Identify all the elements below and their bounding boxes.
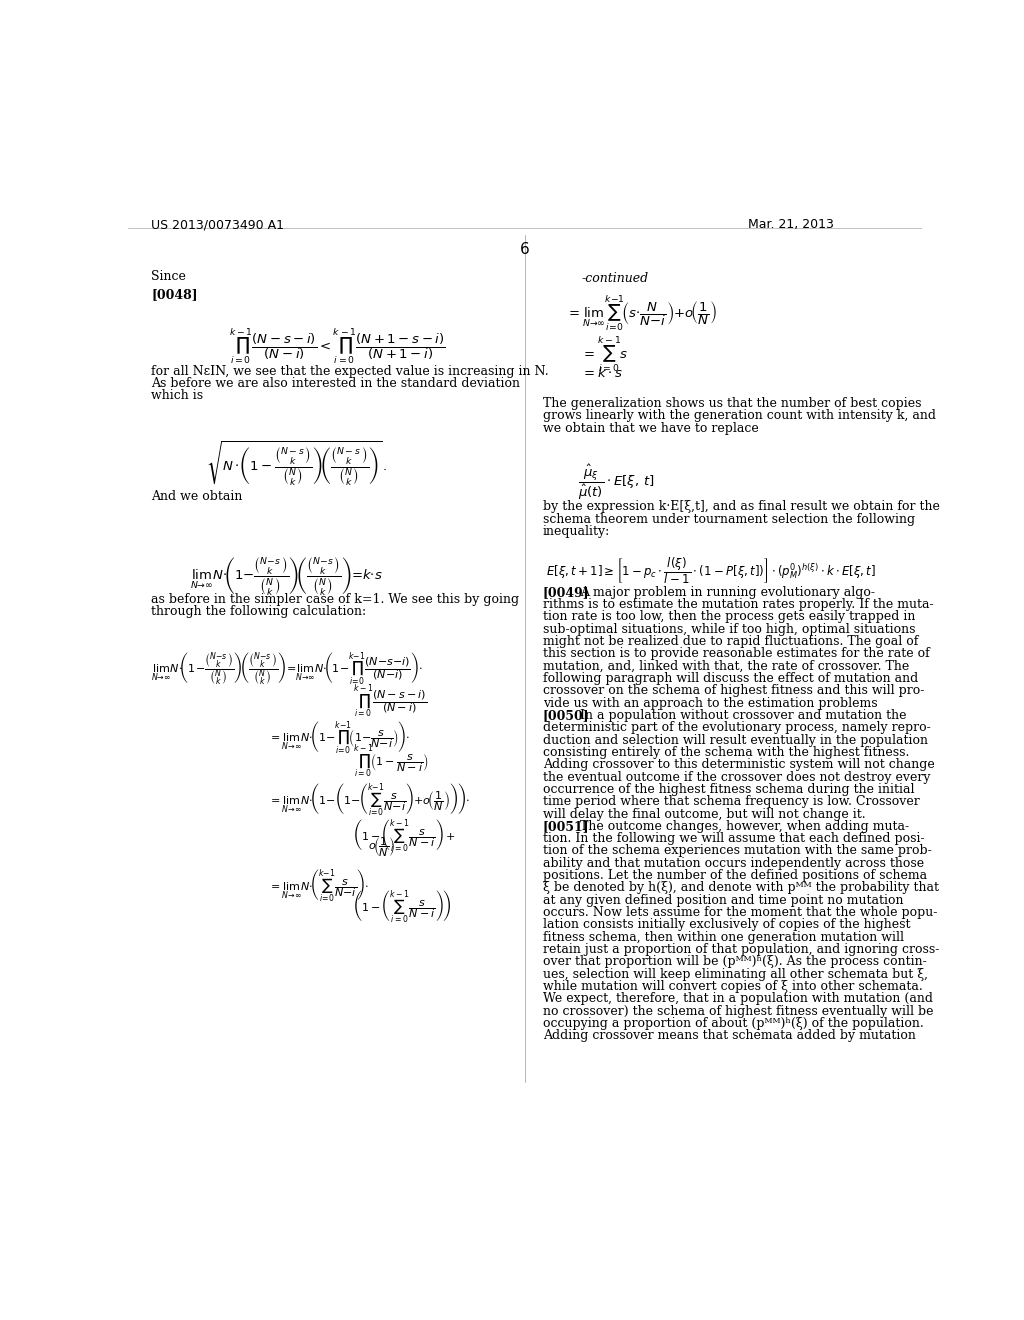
Text: over that proportion will be (pᴹᴹ)ʰ(ξ). As the process contin-: over that proportion will be (pᴹᴹ)ʰ(ξ). … <box>543 956 927 969</box>
Text: ξ be denoted by h(ξ), and denote with pᴹᴹ the probability that: ξ be denoted by h(ξ), and denote with pᴹ… <box>543 882 939 895</box>
Text: $= \lim_{N\to\infty} N\cdot\!\left(1-\left(1-\left(\sum_{i=0}^{k-1}\dfrac{s}{N-i: $= \lim_{N\to\infty} N\cdot\!\left(1-\le… <box>267 780 469 817</box>
Text: time period where that schema frequency is low. Crossover: time period where that schema frequency … <box>543 795 920 808</box>
Text: $\dfrac{\hat{\mu}_\xi}{\hat{\mu}(t)} \cdot E[\xi,\,t]$: $\dfrac{\hat{\mu}_\xi}{\hat{\mu}(t)} \cd… <box>578 462 654 502</box>
Text: deterministic part of the evolutionary process, namely repro-: deterministic part of the evolutionary p… <box>543 721 931 734</box>
Text: $= \lim_{N\to\infty} \sum_{i=0}^{k-1}\!\left(s\cdot\dfrac{N}{N-i}\right)+o\!\lef: $= \lim_{N\to\infty} \sum_{i=0}^{k-1}\!\… <box>566 293 717 333</box>
Text: [0050]: [0050] <box>543 709 589 722</box>
Text: -continued: -continued <box>582 272 648 285</box>
Text: inequality:: inequality: <box>543 525 610 539</box>
Text: positions. Let the number of the defined positions of schema: positions. Let the number of the defined… <box>543 869 927 882</box>
Text: Mar. 21, 2013: Mar. 21, 2013 <box>748 218 834 231</box>
Text: As before we are also interested in the standard deviation: As before we are also interested in the … <box>152 378 520 391</box>
Text: following paragraph will discuss the effect of mutation and: following paragraph will discuss the eff… <box>543 672 918 685</box>
Text: $\lim_{N\to\infty} N\cdot\!\left(1-\dfrac{\binom{N-s}{k}}{\binom{N}{k}}\right)\!: $\lim_{N\to\infty} N\cdot\!\left(1-\dfra… <box>152 649 423 686</box>
Text: occupying a proportion of about (pᴹᴹ)ʰ(ξ) of the population.: occupying a proportion of about (pᴹᴹ)ʰ(ξ… <box>543 1016 924 1030</box>
Text: $\prod_{i=0}^{k-1}\!\left(1-\dfrac{s}{N-i}\right)$: $\prod_{i=0}^{k-1}\!\left(1-\dfrac{s}{N-… <box>352 743 428 780</box>
Text: which is: which is <box>152 388 204 401</box>
Text: Since: Since <box>152 271 186 282</box>
Text: US 2013/0073490 A1: US 2013/0073490 A1 <box>152 218 285 231</box>
Text: as before in the simpler case of k=1. We see this by going: as before in the simpler case of k=1. We… <box>152 594 519 606</box>
Text: 6: 6 <box>520 242 529 256</box>
Text: might not be realized due to rapid fluctuations. The goal of: might not be realized due to rapid fluct… <box>543 635 918 648</box>
Text: $E[\xi,t+1] \geq \left[1-p_c\cdot\dfrac{l(\xi)}{l-1}\cdot(1-P[\xi,t])\right]\cdo: $E[\xi,t+1] \geq \left[1-p_c\cdot\dfrac{… <box>547 554 877 586</box>
Text: [0051]: [0051] <box>543 820 589 833</box>
Text: duction and selection will result eventually in the population: duction and selection will result eventu… <box>543 734 928 747</box>
Text: we obtain that we have to replace: we obtain that we have to replace <box>543 422 759 434</box>
Text: the eventual outcome if the crossover does not destroy every: the eventual outcome if the crossover do… <box>543 771 930 784</box>
Text: vide us with an approach to the estimation problems: vide us with an approach to the estimati… <box>543 697 878 710</box>
Text: [0049]: [0049] <box>543 586 589 599</box>
Text: will delay the final outcome, but will not change it.: will delay the final outcome, but will n… <box>543 808 865 821</box>
Text: $o\!\left(\dfrac{1}{N}\right)$: $o\!\left(\dfrac{1}{N}\right)$ <box>369 836 395 859</box>
Text: schema theorem under tournament selection the following: schema theorem under tournament selectio… <box>543 512 914 525</box>
Text: lation consists initially exclusively of copies of the highest: lation consists initially exclusively of… <box>543 919 910 932</box>
Text: The generalization shows us that the number of best copies: The generalization shows us that the num… <box>543 397 922 411</box>
Text: And we obtain: And we obtain <box>152 490 243 503</box>
Text: occurrence of the highest fitness schema during the initial: occurrence of the highest fitness schema… <box>543 783 914 796</box>
Text: We expect, therefore, that in a population with mutation (and: We expect, therefore, that in a populati… <box>543 993 933 1006</box>
Text: $= k\cdot s$: $= k\cdot s$ <box>582 367 624 380</box>
Text: Adding crossover to this deterministic system will not change: Adding crossover to this deterministic s… <box>543 758 934 771</box>
Text: fitness schema, then within one generation mutation will: fitness schema, then within one generati… <box>543 931 903 944</box>
Text: while mutation will convert copies of ξ into other schemata.: while mutation will convert copies of ξ … <box>543 979 923 993</box>
Text: [0048]: [0048] <box>152 288 198 301</box>
Text: tion. In the following we will assume that each defined posi-: tion. In the following we will assume th… <box>543 832 925 845</box>
Text: consisting entirely of the schema with the highest fitness.: consisting entirely of the schema with t… <box>543 746 909 759</box>
Text: $= \lim_{N\to\infty} N\cdot\!\left(\sum_{i=0}^{k-1}\dfrac{s}{N-i}\right)\cdot$: $= \lim_{N\to\infty} N\cdot\!\left(\sum_… <box>267 867 368 903</box>
Text: $\sqrt{N\cdot\!\left(1-\dfrac{\binom{N-s}{k}}{\binom{N}{k}}\right)\!\left(\dfrac: $\sqrt{N\cdot\!\left(1-\dfrac{\binom{N-s… <box>206 440 387 488</box>
Text: Adding crossover means that schemata added by mutation: Adding crossover means that schemata add… <box>543 1030 915 1043</box>
Text: sub-optimal situations, while if too high, optimal situations: sub-optimal situations, while if too hig… <box>543 623 915 636</box>
Text: tion of the schema experiences mutation with the same prob-: tion of the schema experiences mutation … <box>543 845 932 858</box>
Text: The outcome changes, however, when adding muta-: The outcome changes, however, when addin… <box>580 820 909 833</box>
Text: In a population without crossover and mutation the: In a population without crossover and mu… <box>580 709 906 722</box>
Text: grows linearly with the generation count with intensity k, and: grows linearly with the generation count… <box>543 409 936 422</box>
Text: crossover on the schema of highest fitness and this will pro-: crossover on the schema of highest fitne… <box>543 684 924 697</box>
Text: $\prod_{i=0}^{k-1}\dfrac{(N-s-i)}{(N-i)}$: $\prod_{i=0}^{k-1}\dfrac{(N-s-i)}{(N-i)}… <box>352 684 427 721</box>
Text: retain just a proportion of that population, and ignoring cross-: retain just a proportion of that populat… <box>543 942 939 956</box>
Text: A major problem in running evolutionary algo-: A major problem in running evolutionary … <box>580 586 874 599</box>
Text: $\left(1-\left(\sum_{i=0}^{k-1}\dfrac{s}{N-i}\right)+\right.$: $\left(1-\left(\sum_{i=0}^{k-1}\dfrac{s}… <box>352 817 455 853</box>
Text: $\prod_{i=0}^{k-1} \dfrac{(N-s-i)}{(N-i)} < \prod_{i=0}^{k-1} \dfrac{(N+1-s-i)}{: $\prod_{i=0}^{k-1} \dfrac{(N-s-i)}{(N-i)… <box>228 326 445 366</box>
Text: for all NεIN, we see that the expected value is increasing in N.: for all NεIN, we see that the expected v… <box>152 364 549 378</box>
Text: tion rate is too low, then the process gets easily trapped in: tion rate is too low, then the process g… <box>543 610 915 623</box>
Text: this section is to provide reasonable estimates for the rate of: this section is to provide reasonable es… <box>543 647 930 660</box>
Text: by the expression k·E[ξ,t], and as final result we obtain for the: by the expression k·E[ξ,t], and as final… <box>543 500 939 513</box>
Text: $\lim_{N\to\infty} N\cdot\!\left(1-\dfrac{\binom{N-s}{k}}{\binom{N}{k}}\right)\!: $\lim_{N\to\infty} N\cdot\!\left(1-\dfra… <box>190 554 383 598</box>
Text: ability and that mutation occurs independently across those: ability and that mutation occurs indepen… <box>543 857 924 870</box>
Text: ues, selection will keep eliminating all other schemata but ξ,: ues, selection will keep eliminating all… <box>543 968 928 981</box>
Text: $= \lim_{N\to\infty} N\cdot\!\left(1-\prod_{i=0}^{k-1}\!\left(1-\dfrac{s}{N-i}\r: $= \lim_{N\to\infty} N\cdot\!\left(1-\pr… <box>267 719 410 755</box>
Text: no crossover) the schema of highest fitness eventually will be: no crossover) the schema of highest fitn… <box>543 1005 933 1018</box>
Text: rithms is to estimate the mutation rates properly. If the muta-: rithms is to estimate the mutation rates… <box>543 598 933 611</box>
Text: occurs. Now lets assume for the moment that the whole popu-: occurs. Now lets assume for the moment t… <box>543 906 937 919</box>
Text: $\left(1-\left(\sum_{i=0}^{k-1}\dfrac{s}{N-i}\right)\right)$: $\left(1-\left(\sum_{i=0}^{k-1}\dfrac{s}… <box>352 888 452 924</box>
Text: $= \sum_{i=0}^{k-1} s$: $= \sum_{i=0}^{k-1} s$ <box>582 334 629 374</box>
Text: at any given defined position and time point no mutation: at any given defined position and time p… <box>543 894 903 907</box>
Text: through the following calculation:: through the following calculation: <box>152 605 367 618</box>
Text: mutation, and, linked with that, the rate of crossover. The: mutation, and, linked with that, the rat… <box>543 660 909 673</box>
